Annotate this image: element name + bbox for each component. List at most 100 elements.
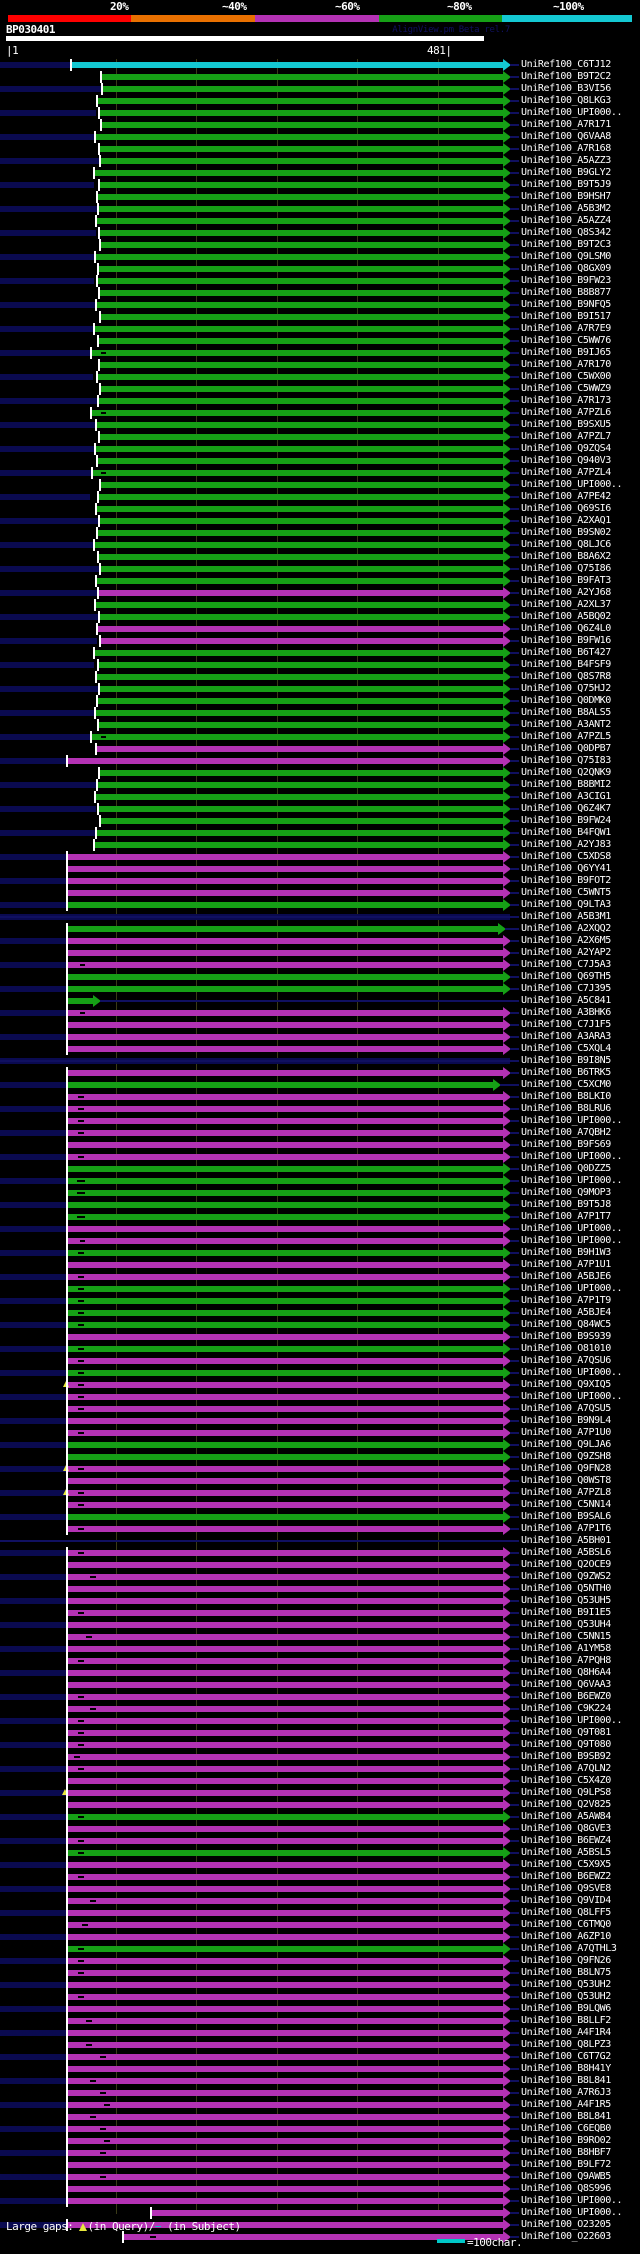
hsp-bar[interactable] bbox=[97, 263, 511, 275]
alignment-row[interactable]: UniRef100_B9T5J8 bbox=[0, 1199, 640, 1211]
hit-label[interactable]: UniRef100_C5WNT5 bbox=[521, 887, 611, 898]
hsp-bar[interactable] bbox=[66, 1823, 511, 1835]
hit-label[interactable]: UniRef100_Q2QNK9 bbox=[521, 767, 611, 778]
hsp-bar[interactable] bbox=[66, 1739, 511, 1751]
alignment-row[interactable]: UniRef100_C5X9X5 bbox=[0, 1859, 640, 1871]
alignment-row[interactable]: UniRef100_B9N9L4 bbox=[0, 1415, 640, 1427]
alignment-row[interactable]: UniRef100_A7QLN2 bbox=[0, 1763, 640, 1775]
hit-label[interactable]: UniRef100_Q8GX09 bbox=[521, 263, 611, 274]
alignment-row[interactable]: UniRef100_B8L841 bbox=[0, 2111, 640, 2123]
hsp-bar[interactable] bbox=[66, 1343, 511, 1355]
hsp-bar[interactable] bbox=[93, 539, 511, 551]
hit-label[interactable]: UniRef100_B8B877 bbox=[521, 287, 611, 298]
hsp-bar[interactable] bbox=[96, 455, 511, 467]
hit-label[interactable]: UniRef100_Q8H6A4 bbox=[521, 1667, 611, 1678]
hit-label[interactable]: UniRef100_C5WX00 bbox=[521, 371, 611, 382]
hsp-bar[interactable] bbox=[66, 1139, 511, 1151]
alignment-row[interactable]: UniRef100_Q9FN26 bbox=[0, 1955, 640, 1967]
hit-label[interactable]: UniRef100_B3VI56 bbox=[521, 83, 611, 94]
alignment-row[interactable]: UniRef100_Q0DPB7 bbox=[0, 743, 640, 755]
hit-label[interactable]: UniRef100_Q8S342 bbox=[521, 227, 611, 238]
alignment-row[interactable]: UniRef100_C9K224 bbox=[0, 1703, 640, 1715]
alignment-row[interactable]: UniRef100_Q9T080 bbox=[0, 1739, 640, 1751]
hit-label[interactable]: UniRef100_O23205 bbox=[521, 2219, 611, 2230]
alignment-row[interactable]: UniRef100_B9I8N5 bbox=[0, 1055, 640, 1067]
hsp-bar[interactable] bbox=[66, 1091, 511, 1103]
hsp-bar[interactable] bbox=[90, 731, 511, 743]
alignment-row[interactable]: UniRef100_Q9LJA6 bbox=[0, 1439, 640, 1451]
hit-label[interactable]: UniRef100_A2YJ83 bbox=[521, 839, 611, 850]
alignment-row[interactable]: UniRef100_Q6Z4K7 bbox=[0, 803, 640, 815]
hit-label[interactable]: UniRef100_Q53UH4 bbox=[521, 1619, 611, 1630]
alignment-row[interactable]: UniRef100_Q9VID4 bbox=[0, 1895, 640, 1907]
hsp-bar[interactable] bbox=[66, 1835, 511, 1847]
alignment-row[interactable]: UniRef100_Q940V3 bbox=[0, 455, 640, 467]
hit-label[interactable]: UniRef100_Q53UH5 bbox=[521, 1595, 611, 1606]
alignment-row[interactable]: UniRef100_Q2OCE9 bbox=[0, 1559, 640, 1571]
hit-label[interactable]: UniRef100_B9FOT2 bbox=[521, 875, 611, 886]
alignment-row[interactable]: UniRef100_A7QSU6 bbox=[0, 1355, 640, 1367]
alignment-row[interactable]: UniRef100_Q8S342 bbox=[0, 227, 640, 239]
alignment-row[interactable]: UniRef100_Q8GVE3 bbox=[0, 1823, 640, 1835]
hit-label[interactable]: UniRef100_C6TJ12 bbox=[521, 59, 611, 70]
hit-label[interactable]: UniRef100_A3ANT2 bbox=[521, 719, 611, 730]
hsp-bar[interactable] bbox=[66, 2147, 511, 2159]
alignment-row[interactable]: UniRef100_Q8S996 bbox=[0, 2183, 640, 2195]
hit-label[interactable]: UniRef100_B6EWZ0 bbox=[521, 1691, 611, 1702]
alignment-row[interactable]: UniRef100_UPI000.. bbox=[0, 479, 640, 491]
alignment-row[interactable]: UniRef100_Q9T081 bbox=[0, 1727, 640, 1739]
hsp-bar[interactable] bbox=[96, 695, 511, 707]
alignment-row[interactable]: UniRef100_A4F1R5 bbox=[0, 2099, 640, 2111]
alignment-row[interactable]: UniRef100_B6TRK5 bbox=[0, 1067, 640, 1079]
alignment-row[interactable]: UniRef100_A2YJ83 bbox=[0, 839, 640, 851]
hsp-bar[interactable] bbox=[98, 227, 511, 239]
alignment-row[interactable]: UniRef100_A5AW84 bbox=[0, 1811, 640, 1823]
alignment-row[interactable]: UniRef100_B9T5J9 bbox=[0, 179, 640, 191]
hsp-bar[interactable] bbox=[66, 1295, 511, 1307]
hsp-bar[interactable] bbox=[66, 935, 511, 947]
alignment-row[interactable]: UniRef100_Q8LPZ3 bbox=[0, 2039, 640, 2051]
alignment-row[interactable]: UniRef100_Q5NTH0 bbox=[0, 1583, 640, 1595]
alignment-row[interactable]: UniRef100_Q75I83 bbox=[0, 755, 640, 767]
alignment-row[interactable]: UniRef100_A3ANT2 bbox=[0, 719, 640, 731]
alignment-row[interactable]: UniRef100_B8ALS5 bbox=[0, 707, 640, 719]
hit-label[interactable]: UniRef100_B9HSH7 bbox=[521, 191, 611, 202]
hsp-bar[interactable] bbox=[66, 1283, 511, 1295]
hit-label[interactable]: UniRef100_A5B3M2 bbox=[521, 203, 611, 214]
hsp-bar[interactable] bbox=[94, 131, 511, 143]
hsp-bar[interactable] bbox=[91, 467, 511, 479]
alignment-row[interactable]: UniRef100_A5B3M2 bbox=[0, 203, 640, 215]
hit-label[interactable]: UniRef100_B9LF72 bbox=[521, 2159, 611, 2170]
hit-label[interactable]: UniRef100_Q8GVE3 bbox=[521, 1823, 611, 1834]
alignment-row[interactable]: UniRef100_B6EWZ0 bbox=[0, 1691, 640, 1703]
alignment-row[interactable]: UniRef100_B9SXU5 bbox=[0, 419, 640, 431]
hit-label[interactable]: UniRef100_B9GLY2 bbox=[521, 167, 611, 178]
hsp-bar[interactable] bbox=[66, 1991, 511, 2003]
hit-label[interactable]: UniRef100_A2XQQ2 bbox=[521, 923, 611, 934]
hit-label[interactable]: UniRef100_A5AZZ3 bbox=[521, 155, 611, 166]
alignment-row[interactable]: UniRef100_A7R171 bbox=[0, 119, 640, 131]
hsp-bar[interactable] bbox=[66, 1019, 511, 1031]
alignment-row[interactable]: UniRef100_Q53UH4 bbox=[0, 1619, 640, 1631]
hit-label[interactable]: UniRef100_B9FW24 bbox=[521, 815, 611, 826]
hit-label[interactable]: UniRef100_A2XAQ1 bbox=[521, 515, 611, 526]
alignment-row[interactable]: UniRef100_B9IJ65 bbox=[0, 347, 640, 359]
hsp-bar[interactable] bbox=[66, 1259, 511, 1271]
hsp-bar[interactable] bbox=[101, 83, 511, 95]
hsp-bar[interactable] bbox=[66, 1355, 511, 1367]
hsp-bar[interactable] bbox=[66, 2135, 511, 2147]
alignment-row[interactable]: UniRef100_UPI000.. bbox=[0, 1367, 640, 1379]
hsp-bar[interactable] bbox=[66, 1595, 511, 1607]
hsp-bar[interactable] bbox=[66, 1439, 511, 1451]
hsp-bar[interactable] bbox=[66, 1103, 511, 1115]
alignment-row[interactable]: UniRef100_A5BH01 bbox=[0, 1535, 640, 1547]
alignment-row[interactable]: UniRef100_B9FS69 bbox=[0, 1139, 640, 1151]
hit-label[interactable]: UniRef100_B9FW23 bbox=[521, 275, 611, 286]
alignment-row[interactable]: UniRef100_A7P1T9 bbox=[0, 1295, 640, 1307]
alignment-row[interactable]: UniRef100_A7P1U1 bbox=[0, 1259, 640, 1271]
alignment-row[interactable]: UniRef100_Q69TH5 bbox=[0, 971, 640, 983]
alignment-row[interactable]: UniRef100_B9HSH7 bbox=[0, 191, 640, 203]
hit-label[interactable]: UniRef100_B8LN75 bbox=[521, 1967, 611, 1978]
alignment-row[interactable]: UniRef100_B9LQW6 bbox=[0, 2003, 640, 2015]
hit-label[interactable]: UniRef100_Q9MOP3 bbox=[521, 1187, 611, 1198]
